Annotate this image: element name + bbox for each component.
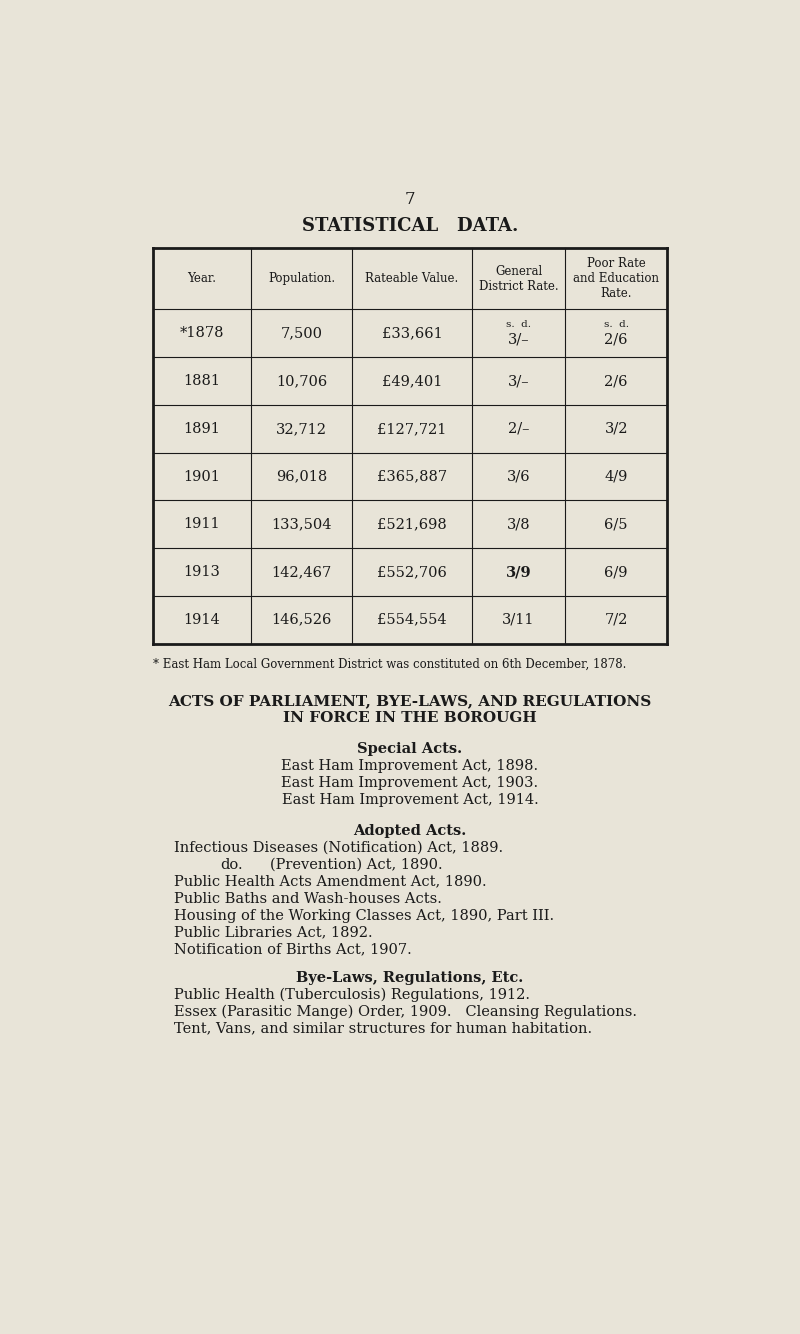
Text: s.  d.: s. d. (506, 320, 531, 328)
Text: 7/2: 7/2 (605, 612, 628, 627)
Text: do.: do. (220, 858, 242, 871)
Text: Public Libraries Act, 1892.: Public Libraries Act, 1892. (174, 926, 372, 939)
Text: 10,706: 10,706 (276, 374, 327, 388)
Text: Population.: Population. (268, 272, 335, 285)
Text: 2/–: 2/– (508, 422, 530, 436)
Text: £127,721: £127,721 (378, 422, 446, 436)
Text: 7,500: 7,500 (281, 327, 322, 340)
Text: 3/9: 3/9 (506, 566, 531, 579)
Text: 1913: 1913 (183, 566, 220, 579)
Text: ACTS OF PARLIAMENT, BYE-LAWS, AND REGULATIONS: ACTS OF PARLIAMENT, BYE-LAWS, AND REGULA… (168, 695, 652, 708)
Text: £554,554: £554,554 (377, 612, 446, 627)
Text: 7: 7 (405, 191, 415, 208)
Text: Public Baths and Wash-houses Acts.: Public Baths and Wash-houses Acts. (174, 891, 442, 906)
Text: 6/5: 6/5 (605, 518, 628, 531)
Text: Tent, Vans, and similar structures for human habitation.: Tent, Vans, and similar structures for h… (174, 1022, 592, 1035)
Text: * East Ham Local Government District was constituted on 6th December, 1878.: * East Ham Local Government District was… (153, 658, 626, 671)
Text: 2/6: 2/6 (605, 332, 628, 347)
Text: £521,698: £521,698 (377, 518, 447, 531)
Text: 146,526: 146,526 (271, 612, 332, 627)
Text: Rateable Value.: Rateable Value. (366, 272, 458, 285)
Text: East Ham Improvement Act, 1914.: East Ham Improvement Act, 1914. (282, 792, 538, 807)
Text: General
District Rate.: General District Rate. (478, 264, 558, 292)
Text: 4/9: 4/9 (605, 470, 628, 483)
Text: £365,887: £365,887 (377, 470, 447, 483)
Text: 3/2: 3/2 (605, 422, 628, 436)
Text: Bye-Laws, Regulations, Etc.: Bye-Laws, Regulations, Etc. (296, 971, 524, 984)
Text: East Ham Improvement Act, 1898.: East Ham Improvement Act, 1898. (282, 759, 538, 774)
Text: Poor Rate
and Education
Rate.: Poor Rate and Education Rate. (573, 257, 659, 300)
Text: 1881: 1881 (183, 374, 221, 388)
Text: Essex (Parasitic Mange) Order, 1909.   Cleansing Regulations.: Essex (Parasitic Mange) Order, 1909. Cle… (174, 1005, 637, 1019)
Text: 1911: 1911 (184, 518, 220, 531)
Text: £49,401: £49,401 (382, 374, 442, 388)
Text: *1878: *1878 (180, 327, 224, 340)
Text: Special Acts.: Special Acts. (358, 742, 462, 756)
Text: 133,504: 133,504 (271, 518, 332, 531)
Text: 1901: 1901 (183, 470, 220, 483)
Text: 142,467: 142,467 (271, 566, 332, 579)
Text: 3/6: 3/6 (506, 470, 530, 483)
Text: £552,706: £552,706 (377, 566, 447, 579)
Text: IN FORCE IN THE BOROUGH: IN FORCE IN THE BOROUGH (283, 711, 537, 726)
Text: Public Health Acts Amendment Act, 1890.: Public Health Acts Amendment Act, 1890. (174, 875, 486, 888)
Text: s.  d.: s. d. (604, 320, 629, 328)
Text: 3/–: 3/– (508, 332, 530, 347)
Text: 6/9: 6/9 (605, 566, 628, 579)
Text: 2/6: 2/6 (605, 374, 628, 388)
Text: Public Health (Tuberculosis) Regulations, 1912.: Public Health (Tuberculosis) Regulations… (174, 988, 530, 1002)
Text: 32,712: 32,712 (276, 422, 327, 436)
Text: 1891: 1891 (183, 422, 220, 436)
Text: 3/8: 3/8 (506, 518, 530, 531)
Text: Housing of the Working Classes Act, 1890, Part III.: Housing of the Working Classes Act, 1890… (174, 908, 554, 923)
Text: Adopted Acts.: Adopted Acts. (354, 824, 466, 838)
Text: 1914: 1914 (183, 612, 220, 627)
Text: East Ham Improvement Act, 1903.: East Ham Improvement Act, 1903. (282, 776, 538, 790)
Text: 3/–: 3/– (508, 374, 530, 388)
Text: £33,661: £33,661 (382, 327, 442, 340)
Text: Infectious Diseases (Notification) Act, 1889.: Infectious Diseases (Notification) Act, … (174, 840, 502, 855)
Text: 3/11: 3/11 (502, 612, 534, 627)
Text: Year.: Year. (187, 272, 217, 285)
Text: (Prevention) Act, 1890.: (Prevention) Act, 1890. (270, 858, 443, 871)
Text: 96,018: 96,018 (276, 470, 327, 483)
Text: STATISTICAL   DATA.: STATISTICAL DATA. (302, 217, 518, 235)
Text: Notification of Births Act, 1907.: Notification of Births Act, 1907. (174, 942, 411, 956)
